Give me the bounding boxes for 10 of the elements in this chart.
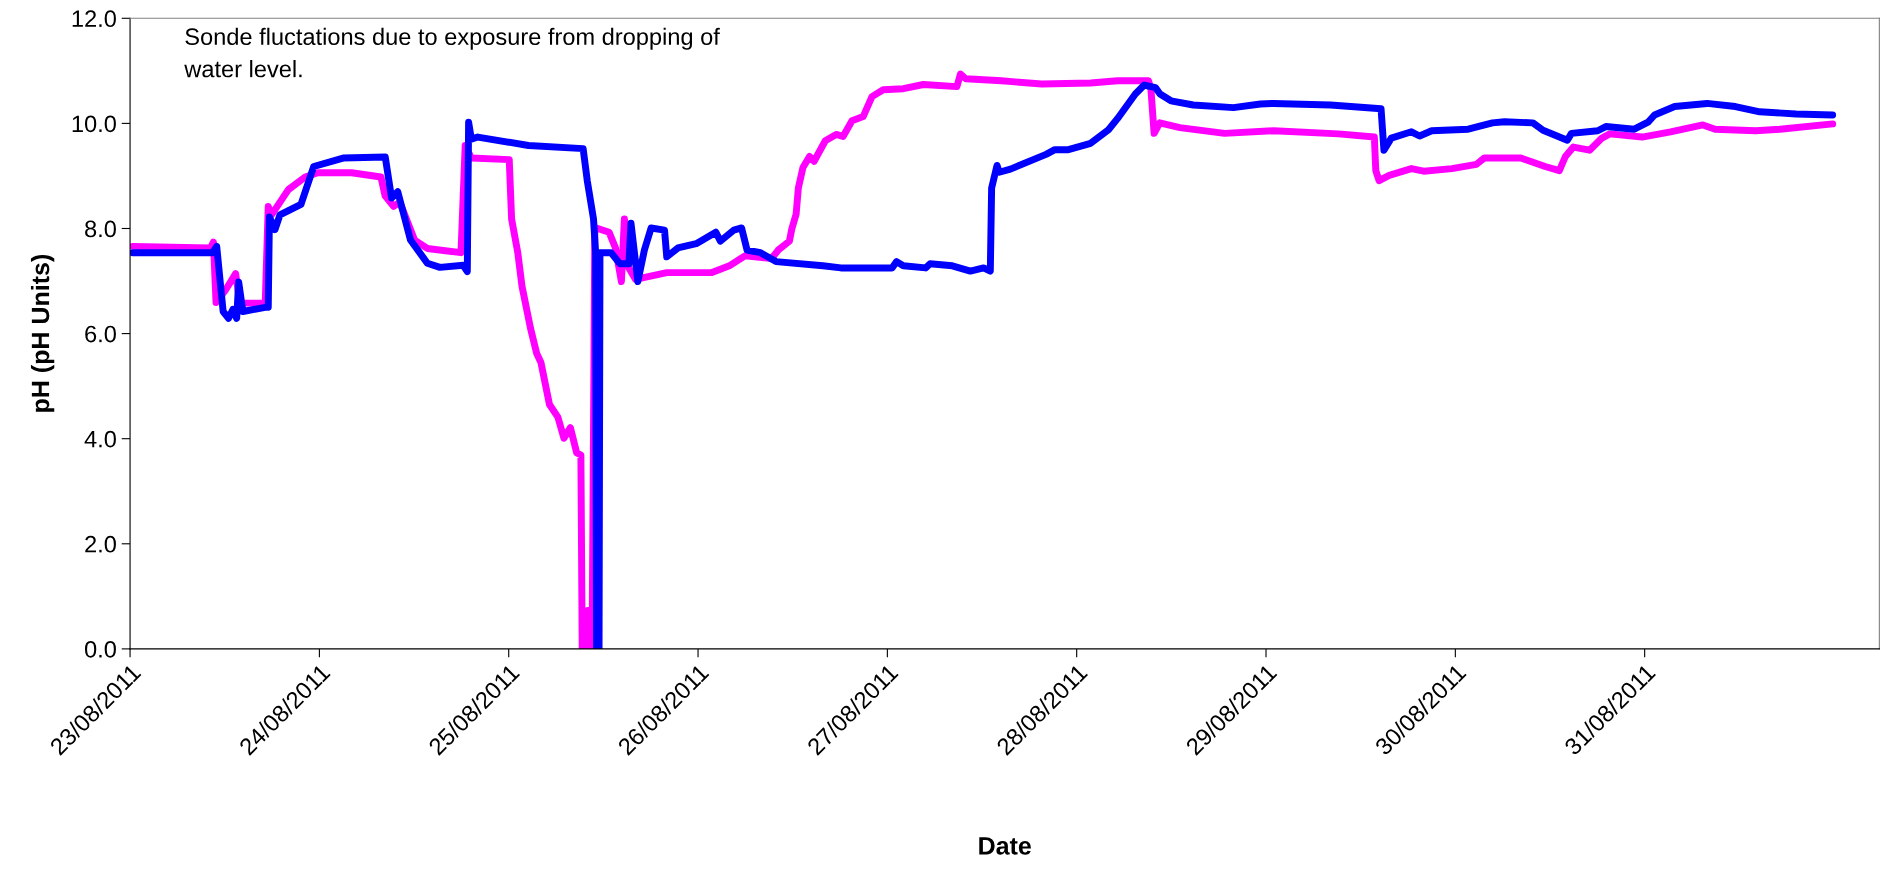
- annotation: Sonde fluctations due to exposure from dropping of water level.: [184, 27, 720, 78]
- y-tick-label: 10.0: [72, 115, 116, 133]
- y-tick-label: 0.0: [84, 640, 116, 658]
- y-tick-label: 6.0: [85, 325, 116, 343]
- y-tick-label: 2.0: [85, 535, 116, 553]
- x-axis-title: Date: [979, 837, 1031, 855]
- y-tick-label: 12.0: [72, 10, 116, 28]
- y-axis-title: pH (pH Units): [30, 254, 55, 412]
- y-tick-label: 8.0: [85, 220, 116, 238]
- y-tick-label: 4.0: [84, 430, 116, 448]
